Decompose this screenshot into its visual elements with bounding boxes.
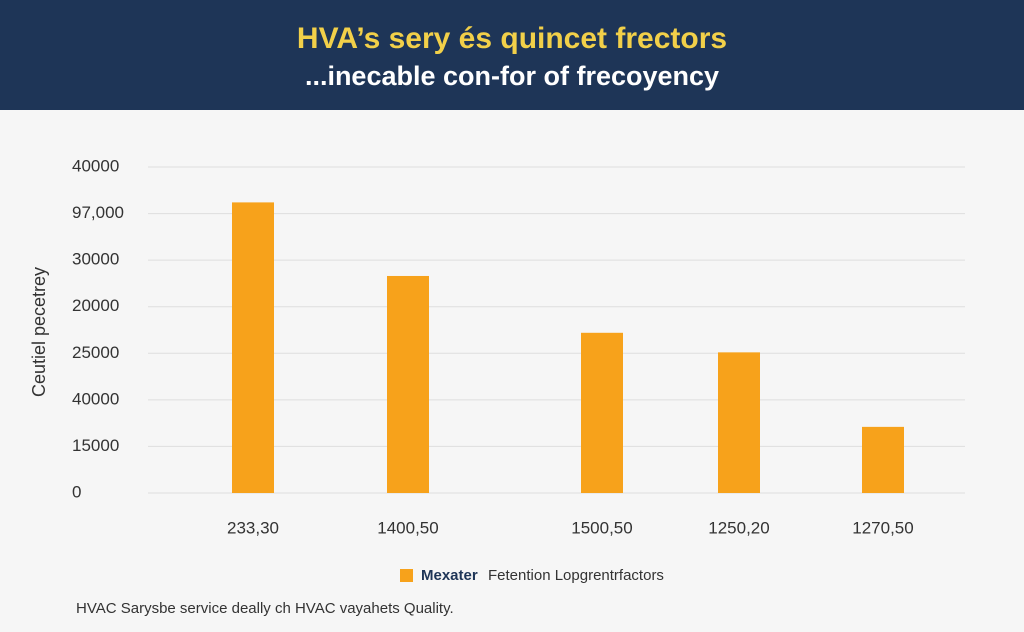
chart-title: HVA’s sery és quincet frectors (297, 22, 727, 55)
x-tick-label: 1250,20 (708, 518, 769, 537)
header-band (0, 0, 1024, 110)
y-tick-label: 40000 (72, 156, 119, 175)
y-tick-label: 30000 (72, 250, 119, 269)
x-tick-label: 1500,50 (571, 518, 632, 537)
y-tick-label: 20000 (72, 296, 119, 315)
y-axis-label: Ceutiel pecetrey (29, 267, 49, 397)
y-tick-label: 25000 (72, 343, 119, 362)
y-tick-label: 15000 (72, 436, 119, 455)
x-tick-label: 233,30 (227, 518, 279, 537)
bar (581, 332, 623, 493)
footnote: HVAC Sarysbe service deally ch HVAC vaya… (76, 600, 454, 617)
legend-swatch (400, 569, 413, 582)
x-tick-label: 1270,50 (852, 518, 913, 537)
bar (718, 352, 760, 493)
chart-subtitle: ...inecable con-for of frecoyency (305, 61, 719, 91)
y-tick-label: 40000 (72, 389, 119, 408)
bar (387, 275, 429, 493)
legend-title: Mexater (421, 567, 478, 584)
y-tick-label: 97,000 (72, 203, 124, 222)
bar (862, 426, 904, 493)
legend-label: Fetention Lopgrentrfactors (488, 567, 664, 584)
x-tick-label: 1400,50 (377, 518, 438, 537)
bar (232, 202, 274, 493)
y-tick-label: 0 (72, 482, 81, 501)
